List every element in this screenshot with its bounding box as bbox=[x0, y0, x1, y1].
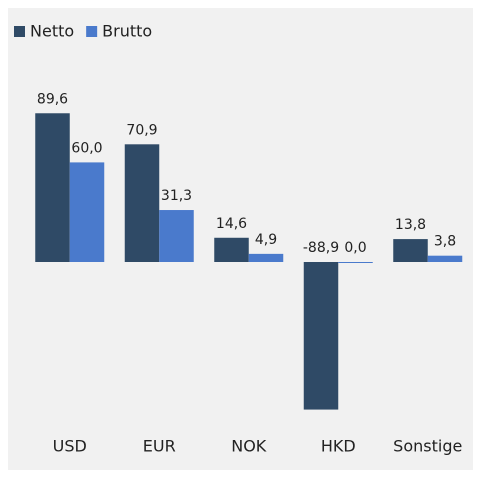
value-label: 4,9 bbox=[255, 232, 277, 248]
x-tick-label: EUR bbox=[143, 437, 176, 456]
x-tick-label: NOK bbox=[231, 437, 267, 456]
bar bbox=[393, 239, 428, 262]
bar bbox=[159, 210, 194, 262]
bar bbox=[124, 144, 160, 262]
value-label: 13,8 bbox=[395, 217, 426, 233]
bar bbox=[35, 113, 70, 262]
bar bbox=[303, 262, 339, 410]
x-tick-label: HKD bbox=[321, 437, 356, 456]
value-label: 89,6 bbox=[37, 91, 68, 107]
bar bbox=[338, 262, 373, 263]
legend-swatch bbox=[14, 26, 25, 37]
value-label: -88,9 bbox=[303, 240, 339, 256]
value-label: 60,0 bbox=[71, 140, 102, 156]
value-label: 70,9 bbox=[126, 122, 157, 138]
legend-label: Brutto bbox=[102, 22, 152, 41]
legend-swatch bbox=[86, 26, 98, 37]
x-tick-label: Sonstige bbox=[393, 437, 462, 456]
value-label: 31,3 bbox=[161, 188, 192, 204]
bar bbox=[69, 162, 105, 262]
bar bbox=[248, 253, 284, 262]
value-label: 14,6 bbox=[216, 216, 247, 232]
value-label: 0,0 bbox=[344, 240, 366, 256]
bar bbox=[427, 255, 463, 262]
legend-label: Netto bbox=[30, 22, 74, 41]
bar bbox=[214, 237, 249, 262]
x-tick-label: USD bbox=[53, 437, 87, 456]
value-label: 3,8 bbox=[434, 234, 456, 250]
